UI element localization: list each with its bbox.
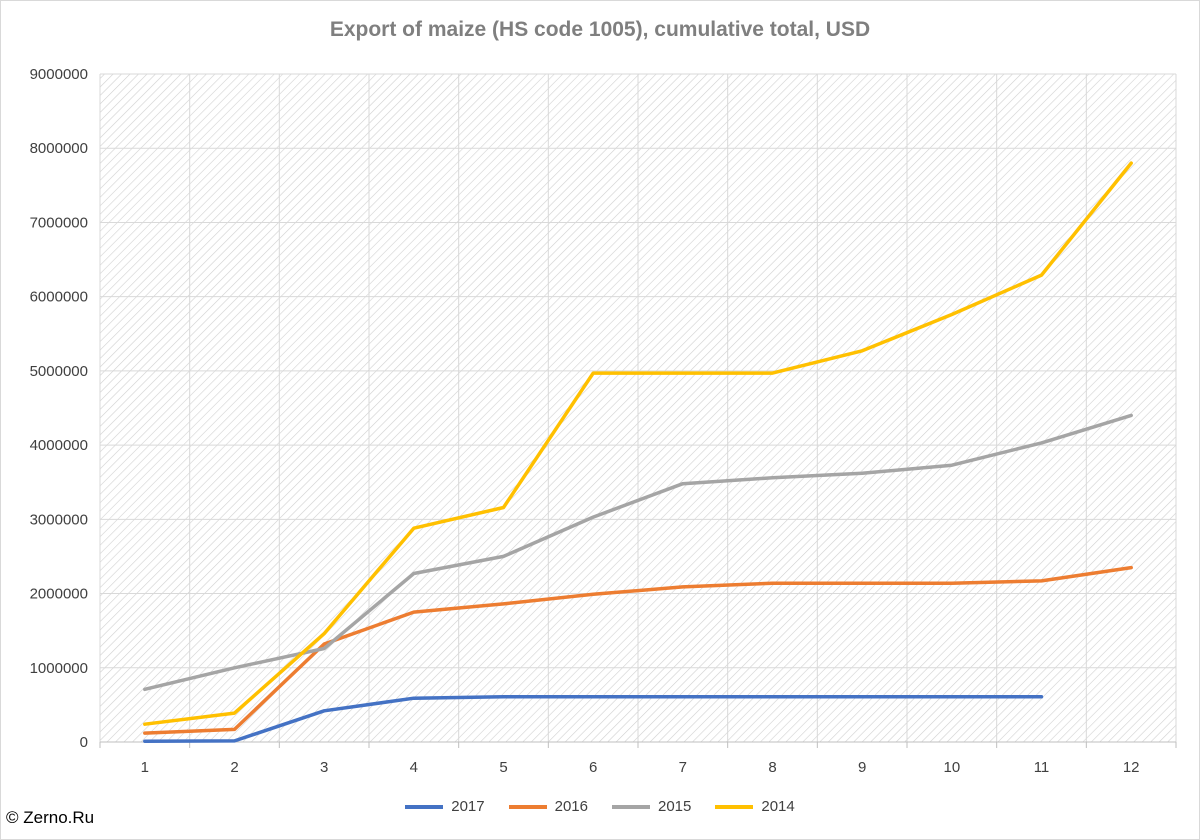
legend-label: 2015 — [658, 798, 692, 815]
legend-swatch — [508, 804, 547, 809]
x-tick-label: 10 — [943, 759, 960, 776]
x-tick-label: 3 — [320, 759, 328, 776]
x-tick-label: 8 — [768, 759, 776, 776]
legend-item-2014: 2014 — [715, 798, 795, 815]
x-tick-label: 9 — [858, 759, 866, 776]
legend-item-2016: 2016 — [508, 798, 588, 815]
x-tick-label: 5 — [499, 759, 507, 776]
legend-label: 2017 — [451, 798, 485, 815]
series-line-2016 — [143, 565, 1133, 735]
legend-label: 2016 — [554, 798, 588, 815]
legend-swatch — [715, 804, 754, 809]
x-tick-label: 12 — [1123, 759, 1140, 776]
y-tick-label: 1000000 — [30, 660, 88, 677]
y-tick-label: 5000000 — [30, 363, 88, 380]
series-line-2017 — [143, 694, 1044, 744]
series-lines — [143, 161, 1133, 744]
y-tick-label: 0 — [80, 734, 88, 751]
y-tick-label: 8000000 — [30, 140, 88, 157]
x-tick-label: 6 — [589, 759, 597, 776]
legend-swatch — [405, 804, 444, 809]
y-tick-label: 7000000 — [30, 214, 88, 231]
series-line-2015 — [143, 413, 1133, 692]
y-tick-label: 6000000 — [30, 289, 88, 306]
x-tick-label: 7 — [679, 759, 687, 776]
chart-title: Export of maize (HS code 1005), cumulati… — [329, 18, 871, 41]
x-tick-label: 4 — [410, 759, 418, 776]
y-tick-label: 9000000 — [30, 66, 88, 83]
grid-lines — [99, 73, 1177, 742]
x-tick-label: 2 — [230, 759, 238, 776]
axes: 0 1000000 2000000 3000000 4000000 5000000 6000… — [30, 66, 1177, 776]
x-tick-label: 1 — [141, 759, 149, 776]
legend-item-2015: 2015 — [612, 798, 691, 815]
legend-item-2017: 2017 — [405, 798, 485, 815]
x-tick-label: 11 — [1034, 759, 1050, 776]
y-tick-label: 2000000 — [30, 586, 88, 603]
copyright-text: © Zerno.Ru — [6, 808, 95, 827]
y-tick-label: 4000000 — [30, 437, 88, 454]
legend-label: 2014 — [761, 798, 795, 815]
y-tick-label: 3000000 — [30, 511, 88, 528]
legend: 2017 2016 2015 2014 — [0, 798, 1200, 815]
series-line-2014 — [143, 161, 1133, 726]
legend-swatch — [612, 804, 650, 809]
